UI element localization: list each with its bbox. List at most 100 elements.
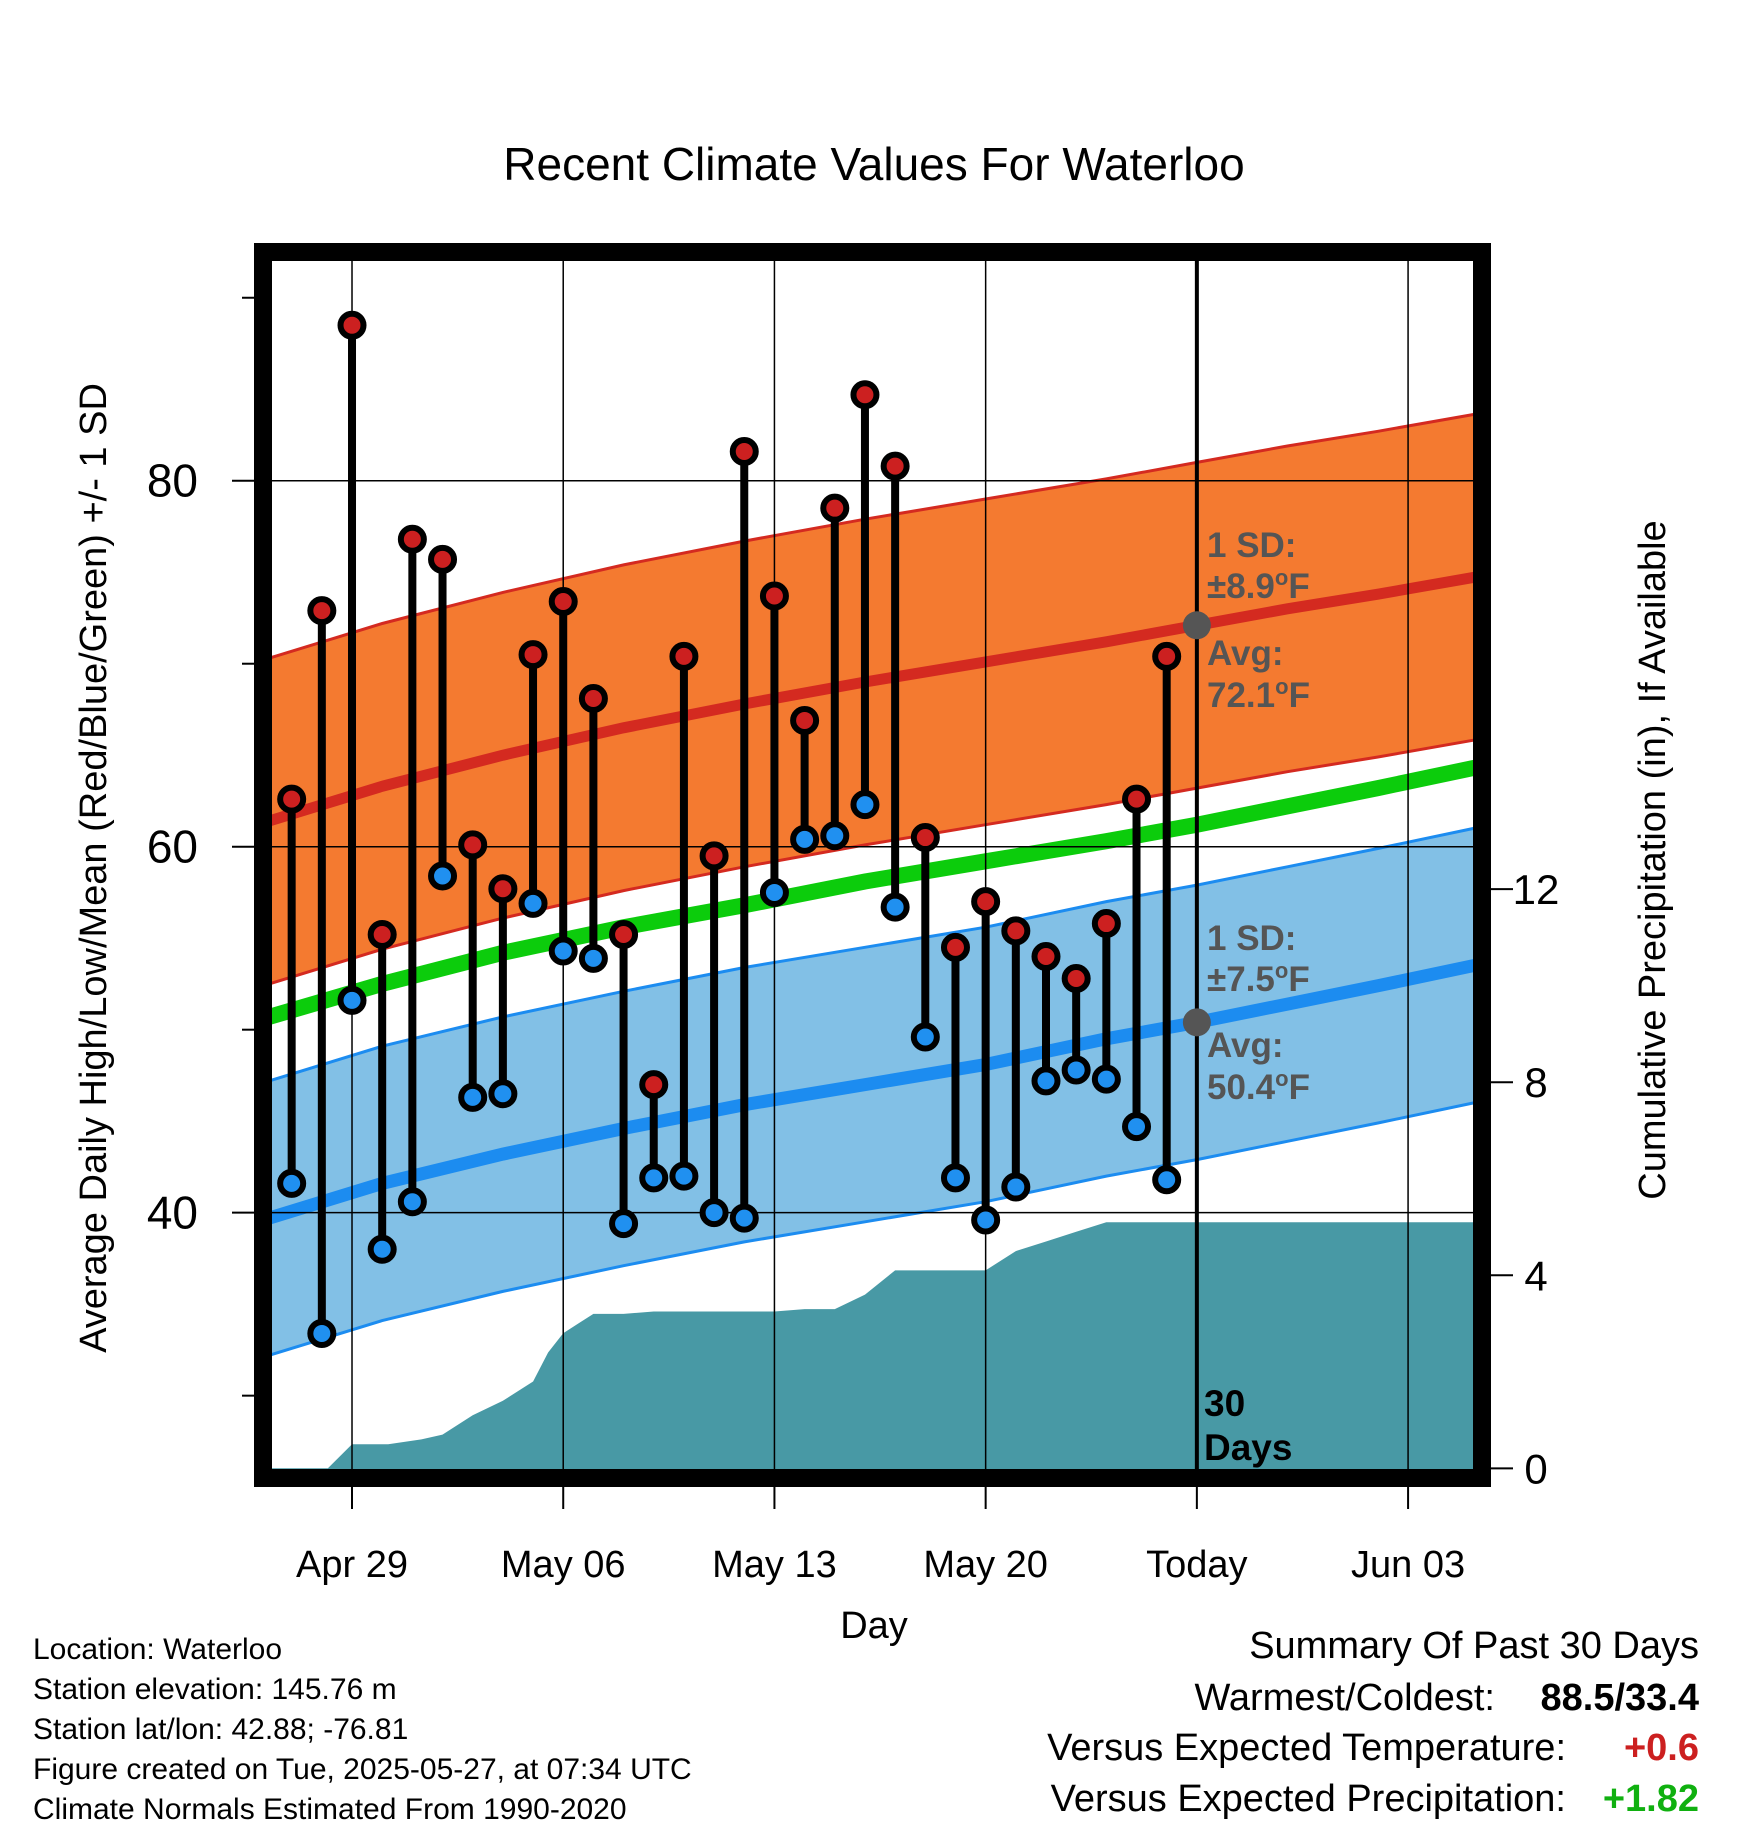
low-normal-line <box>261 957 1484 1227</box>
high-avg-marker <box>1182 611 1211 640</box>
daily-low-point <box>729 1203 759 1233</box>
daily-high-point <box>397 524 427 554</box>
daily-low-point <box>910 1022 940 1052</box>
daily-low-point <box>307 1318 337 1348</box>
y2-tick-label: 8 <box>1524 1059 1547 1106</box>
daily-high-point <box>458 830 488 860</box>
y-tick-label: 40 <box>147 1187 198 1239</box>
summary-temp-value: +0.6 <box>1624 1727 1699 1769</box>
low-sd-value: ±7.5oF <box>1207 958 1310 999</box>
daily-low-point <box>1001 1172 1031 1202</box>
daily-high-point <box>910 823 940 853</box>
low-avg-label: Avg: <box>1207 1026 1283 1065</box>
daily-high-point <box>1001 916 1031 946</box>
daily-low-point <box>1031 1066 1061 1096</box>
summary-extremes-value: 88.5/33.4 <box>1541 1677 1699 1719</box>
daily-high-point <box>639 1070 669 1100</box>
precip-area-layer <box>263 1222 1482 1478</box>
daily-high-point <box>337 310 367 340</box>
summary-box: Summary Of Past 30 Days Warmest/Coldest:… <box>1047 1625 1699 1820</box>
daily-high-point <box>850 380 880 410</box>
daily-high-point <box>1122 784 1152 814</box>
daily-low-point <box>367 1234 397 1264</box>
high-sd-value: ±8.9oF <box>1207 565 1310 606</box>
daily-high-point <box>759 581 789 611</box>
daily-low-point <box>1061 1055 1091 1085</box>
daily-low-point <box>337 985 367 1015</box>
plot-frame <box>254 243 1491 1487</box>
daily-high-point <box>277 784 307 814</box>
daily-low-point <box>820 821 850 851</box>
daily-high-point <box>518 640 548 670</box>
daily-low-point <box>458 1082 488 1112</box>
daily-low-point <box>759 877 789 907</box>
daily-high-point <box>971 887 1001 917</box>
y-tick-label: 60 <box>147 821 198 873</box>
daily-low-point <box>639 1163 669 1193</box>
x-tick-label: May 06 <box>501 1544 626 1586</box>
daily-high-point <box>578 683 608 713</box>
daily-low-point <box>971 1205 1001 1235</box>
daily-high-point <box>1031 941 1061 971</box>
high-avg-value: 72.1oF <box>1207 674 1310 715</box>
summary-extremes-label: Warmest/Coldest: <box>1194 1677 1495 1719</box>
precip-area <box>263 1222 1482 1478</box>
window-days-number: 30 <box>1204 1383 1245 1424</box>
low-sd-label: 1 SD: <box>1207 919 1296 958</box>
daily-low-point <box>1122 1112 1152 1142</box>
y2-tick-label: 12 <box>1513 866 1560 913</box>
daily-high-point <box>1152 641 1182 671</box>
footer-latlon: Station lat/lon: 42.88; -76.81 <box>33 1713 408 1746</box>
summary-precip-label: Versus Expected Precipitation: <box>1051 1778 1566 1820</box>
today-layer <box>1182 252 1211 1478</box>
daily-low-point <box>609 1209 639 1239</box>
daily-high-point <box>669 641 699 671</box>
window-days-label: Days <box>1204 1427 1292 1468</box>
annotation-layer: 1 SD: ±8.9oF Avg: 72.1oF 1 SD: ±7.5oF Av… <box>1204 526 1310 1468</box>
summary-precip-value: +1.82 <box>1603 1778 1699 1820</box>
footer-normals: Climate Normals Estimated From 1990-2020 <box>33 1793 627 1826</box>
y-tick-label: 80 <box>147 455 198 507</box>
observations-layer <box>277 310 1182 1348</box>
y2-tick-label: 0 <box>1524 1445 1547 1492</box>
frame-layer <box>254 243 1491 1487</box>
daily-high-point <box>428 544 458 574</box>
daily-low-point <box>548 936 578 966</box>
footer-info: Location: Waterloo Station elevation: 14… <box>33 1633 692 1826</box>
daily-low-point <box>850 790 880 820</box>
low-sd-band <box>263 826 1482 1358</box>
daily-high-point <box>880 451 910 481</box>
high-normal-line <box>261 570 1483 829</box>
high-band-upper-edge <box>262 411 1483 662</box>
daily-high-point <box>307 596 337 626</box>
daily-low-point <box>880 892 910 922</box>
daily-high-point <box>1091 909 1121 939</box>
daily-low-point <box>518 888 548 918</box>
daily-high-point <box>940 932 970 962</box>
daily-high-point <box>790 705 820 735</box>
low-band-lower-edge <box>262 1099 1483 1359</box>
summary-temp-label: Versus Expected Temperature: <box>1047 1727 1566 1769</box>
high-sd-band <box>263 413 1482 986</box>
daily-low-point <box>1091 1064 1121 1094</box>
footer-elevation: Station elevation: 145.76 m <box>33 1673 397 1706</box>
x-tick-label: May 20 <box>923 1544 1048 1586</box>
daily-low-point <box>428 861 458 891</box>
x-tick-label: Today <box>1146 1544 1247 1586</box>
daily-low-point <box>1152 1165 1182 1195</box>
daily-low-point <box>578 943 608 973</box>
x-axis-label: Day <box>840 1605 908 1647</box>
summary-title: Summary Of Past 30 Days <box>1249 1625 1699 1667</box>
x-tick-label: Apr 29 <box>296 1544 408 1586</box>
daily-high-point <box>609 920 639 950</box>
daily-low-point <box>277 1168 307 1198</box>
daily-low-point <box>488 1079 518 1109</box>
daily-low-point <box>397 1187 427 1217</box>
high-sd-label: 1 SD: <box>1207 526 1296 565</box>
daily-high-point <box>488 874 518 904</box>
y2-axis-label: Cumulative Precipitation (in), If Availa… <box>1632 520 1674 1199</box>
x-tick-label: May 13 <box>712 1544 837 1586</box>
low-avg-value: 50.4oF <box>1207 1066 1310 1107</box>
daily-low-point <box>699 1198 729 1228</box>
